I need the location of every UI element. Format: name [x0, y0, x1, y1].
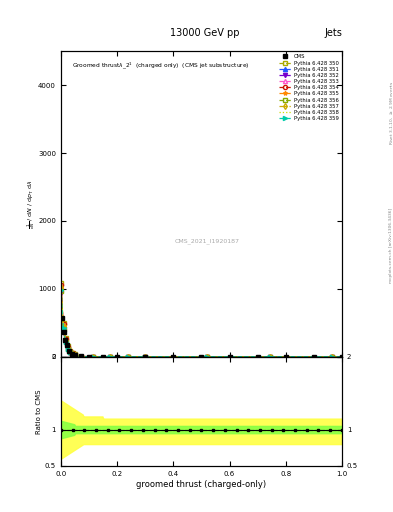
Y-axis label: Ratio to CMS: Ratio to CMS [36, 389, 42, 434]
Text: CMS_2021_I1920187: CMS_2021_I1920187 [174, 238, 239, 244]
Legend: CMS, Pythia 6.428 350, Pythia 6.428 351, Pythia 6.428 352, Pythia 6.428 353, Pyt: CMS, Pythia 6.428 350, Pythia 6.428 351,… [276, 52, 341, 123]
Text: 13000 GeV pp: 13000 GeV pp [170, 28, 239, 38]
Text: Rivet 3.1.10, $\geq$ 2.9M events: Rivet 3.1.10, $\geq$ 2.9M events [387, 80, 393, 145]
Text: mcplots.cern.ch [arXiv:1306.3436]: mcplots.cern.ch [arXiv:1306.3436] [389, 208, 393, 283]
Text: Jets: Jets [324, 28, 342, 38]
X-axis label: groomed thrust (charged-only): groomed thrust (charged-only) [136, 480, 266, 488]
Text: Groomed thrust$\lambda$_2$^1$  (charged only)  (CMS jet substructure): Groomed thrust$\lambda$_2$^1$ (charged o… [72, 60, 250, 71]
Y-axis label: $\frac{1}{\mathrm{d}N}$ / $\mathrm{d}N$ / $\mathrm{d}p_\mathrm{T}$ $\mathrm{d}\l: $\frac{1}{\mathrm{d}N}$ / $\mathrm{d}N$ … [25, 179, 37, 229]
